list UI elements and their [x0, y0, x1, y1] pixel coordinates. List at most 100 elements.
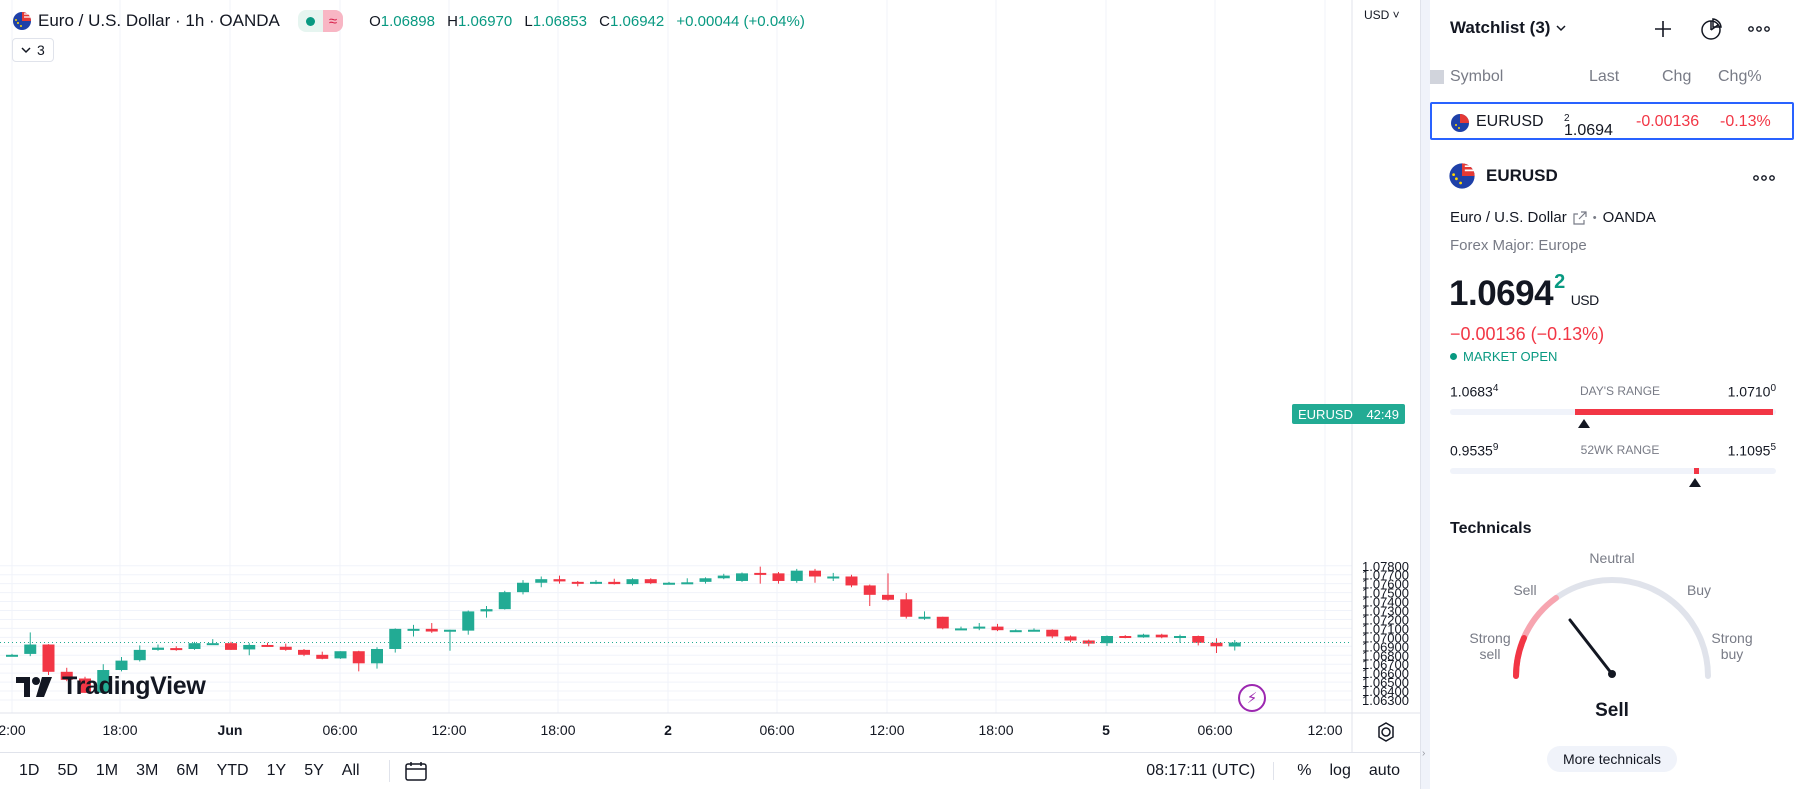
- high-value: 1.06970: [458, 12, 513, 30]
- candle-body: [279, 646, 292, 650]
- watchlist-tools: [1650, 16, 1772, 42]
- y-tick-label: 1.06800: [1362, 648, 1409, 663]
- details-symbol[interactable]: EURUSD: [1486, 166, 1558, 185]
- percent-scale-button[interactable]: %: [1297, 762, 1312, 779]
- column-chg-pct[interactable]: Chg%: [1718, 68, 1762, 85]
- log-scale-button[interactable]: log: [1329, 762, 1351, 779]
- candle-body: [425, 628, 438, 632]
- candle-body: [1137, 634, 1150, 638]
- auto-scale-button[interactable]: auto: [1368, 762, 1400, 779]
- y-tick-label: 1.06400: [1362, 684, 1409, 699]
- candle-body: [973, 626, 986, 629]
- range-button-5y[interactable]: 5Y: [304, 762, 324, 779]
- market-status: MARKET OPEN: [1450, 349, 1557, 364]
- range-button-6m[interactable]: 6M: [176, 762, 199, 779]
- range-button-1y[interactable]: 1Y: [266, 762, 287, 779]
- range-button-1d[interactable]: 1D: [19, 762, 40, 779]
- candle-body: [936, 616, 949, 629]
- chart-settings-icon[interactable]: [1374, 720, 1398, 744]
- days-range-low: 1.06834: [1450, 383, 1499, 400]
- panel-splitter[interactable]: ›: [1421, 0, 1430, 789]
- candle-body: [225, 643, 237, 650]
- range-button-5d[interactable]: 5D: [57, 762, 78, 779]
- go-to-date-calendar-icon[interactable]: [388, 760, 430, 782]
- candle-body: [1210, 642, 1223, 647]
- market-open-dot-icon: [1450, 353, 1457, 360]
- y-tick-label: 1.07000: [1362, 630, 1409, 645]
- candle-body: [517, 582, 529, 593]
- symbol-title[interactable]: Euro / U.S. Dollar · 1h · OANDA: [38, 11, 280, 30]
- y-tick-label: 1.07800: [1362, 559, 1409, 574]
- external-link-icon[interactable]: [1573, 210, 1587, 225]
- price-tag-symbol: EURUSD: [1298, 406, 1353, 422]
- chart-area[interactable]: 1.07800 1.07700 1.07600 1.07500 1.07400 1.073…: [0, 0, 1421, 789]
- candle-body: [298, 649, 310, 655]
- x-tick-label: 18:00: [540, 722, 575, 738]
- gauge-label-neutral[interactable]: Neutral: [1589, 550, 1635, 566]
- column-chg[interactable]: Chg: [1662, 68, 1692, 85]
- more-options-dots-icon[interactable]: [1746, 16, 1772, 42]
- candle-body: [462, 611, 475, 631]
- drag-handle[interactable]: [1430, 70, 1444, 84]
- utc-clock[interactable]: 08:17:11 (UTC): [1146, 762, 1275, 780]
- candle-body: [115, 660, 128, 671]
- x-tick-label: 18:00: [102, 722, 137, 738]
- chart-legend: Euro / U.S. Dollar · 1h · OANDA ≈ O1.068…: [12, 10, 813, 32]
- gauge-label-sell[interactable]: Sell: [1513, 582, 1537, 598]
- 52wk-range-fill: [1694, 468, 1699, 474]
- technicals-title[interactable]: Technicals: [1450, 520, 1532, 537]
- indicators-toggle-button[interactable]: 3: [12, 38, 54, 62]
- date-range-buttons: 1D 5D 1M 3M 6M YTD 1Y 5Y All: [10, 762, 369, 780]
- tradingview-logo-icon: [16, 676, 52, 697]
- details-header: EURUSD: [1448, 162, 1558, 190]
- range-button-3m[interactable]: 3M: [136, 762, 159, 779]
- price-chart[interactable]: 1.078001.077001.076001.075001.074001.073…: [0, 0, 1421, 752]
- watchlist-row-eurusd[interactable]: EURUSD 1.0694 2 -0.00136 -0.13%: [1430, 102, 1794, 140]
- candle-body: [827, 576, 840, 579]
- row-chg: -0.00136: [1636, 113, 1700, 130]
- right-panel: Watchlist (3) Symbol Last Chg Chg% EURUS…: [1430, 0, 1794, 789]
- x-tick-label: 12:00: [431, 722, 466, 738]
- chevron-down-icon: [21, 47, 31, 54]
- days-range-fill: [1575, 409, 1773, 415]
- separator-dot: •: [1592, 211, 1597, 224]
- exchange-name[interactable]: OANDA: [1602, 209, 1656, 226]
- candle-body: [845, 576, 858, 586]
- add-symbol-plus-icon[interactable]: [1650, 16, 1676, 42]
- x-tick-label: Jun: [218, 722, 243, 738]
- details-more-dots-icon[interactable]: [1752, 165, 1776, 188]
- gauge-label-strong-sell[interactable]: Strong sell: [1469, 630, 1511, 662]
- symbol-name[interactable]: Euro / U.S. Dollar: [1450, 209, 1567, 226]
- market-status-pill[interactable]: ≈: [297, 10, 344, 32]
- candle-body: [334, 651, 347, 659]
- candle-body: [1155, 634, 1168, 638]
- candle-body: [24, 644, 37, 654]
- brand-name: TradingView: [62, 672, 206, 700]
- candle-body: [681, 582, 694, 585]
- chevron-right-icon[interactable]: ›: [1422, 748, 1426, 759]
- tradingview-logo[interactable]: TradingView: [16, 672, 206, 701]
- range-button-all[interactable]: All: [341, 762, 360, 779]
- candle-body: [60, 671, 73, 680]
- low-value: 1.06853: [532, 12, 587, 30]
- range-button-1m[interactable]: 1M: [95, 762, 119, 779]
- eur-usd-flag-icon: [1449, 163, 1475, 189]
- gauge-label-strong-buy[interactable]: Strong buy: [1711, 630, 1753, 662]
- x-tick-label: 5: [1102, 722, 1110, 738]
- range-button-ytd[interactable]: YTD: [216, 762, 249, 779]
- candle-body: [206, 643, 219, 646]
- candle-body: [644, 579, 657, 584]
- watchlist-title[interactable]: Watchlist (3): [1450, 18, 1566, 38]
- candle-body: [79, 678, 91, 693]
- currency-selector[interactable]: USD ˅: [1364, 8, 1400, 22]
- x-tick-label: 06:00: [322, 722, 357, 738]
- candle-body: [152, 647, 164, 650]
- column-last[interactable]: Last: [1589, 68, 1620, 85]
- candle-body: [918, 616, 931, 619]
- lightning-icon[interactable]: ⚡: [1238, 684, 1266, 712]
- gauge-label-buy[interactable]: Buy: [1686, 582, 1712, 598]
- more-technicals-button[interactable]: More technicals: [1547, 746, 1677, 772]
- advanced-view-pie-icon[interactable]: [1698, 16, 1724, 42]
- column-symbol[interactable]: Symbol: [1450, 68, 1504, 85]
- x-tick-label: 12:00: [1307, 722, 1342, 738]
